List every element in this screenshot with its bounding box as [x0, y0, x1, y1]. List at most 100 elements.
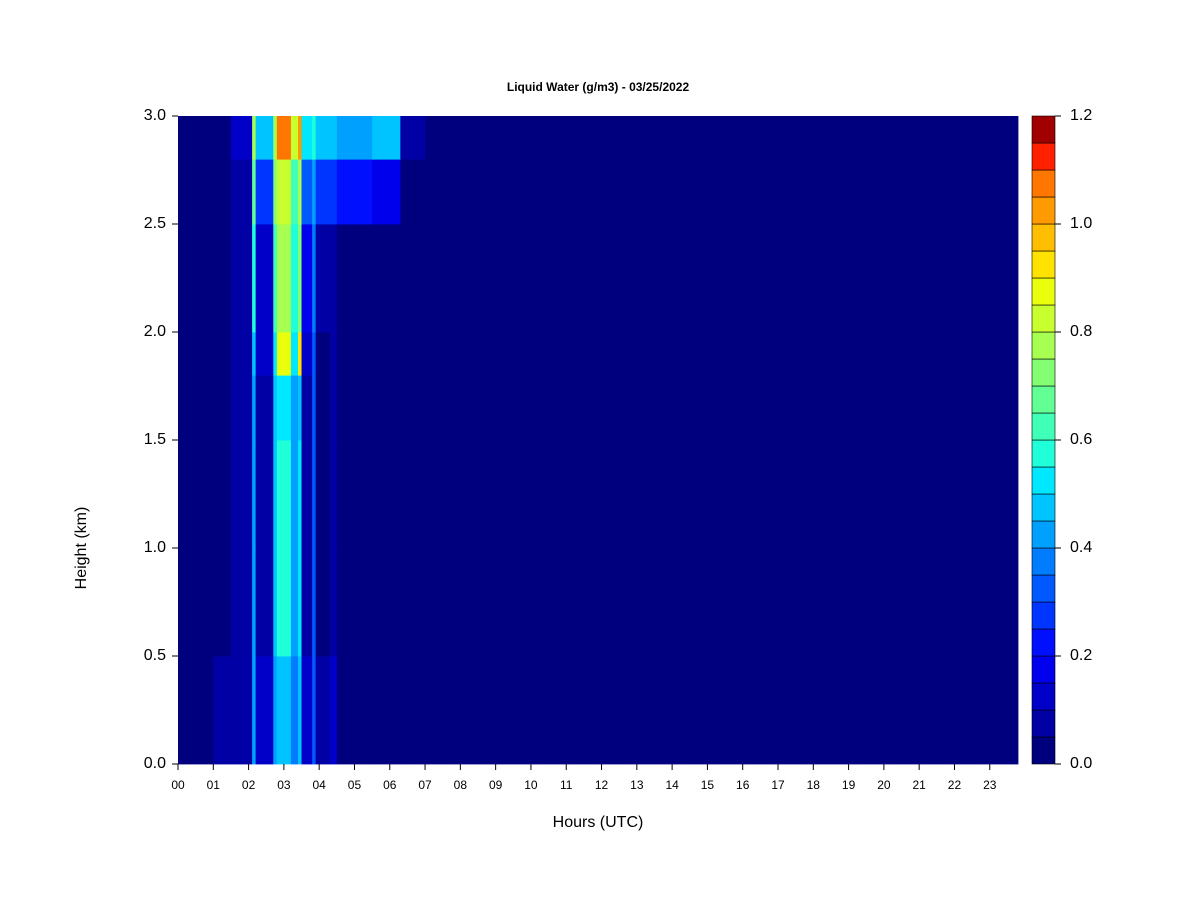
- heat-cell: [315, 332, 331, 376]
- colorbar-block: [1031, 547, 1056, 576]
- heat-cell: [315, 440, 331, 549]
- heat-cell: [213, 224, 232, 333]
- colorbar-block: [1031, 682, 1056, 711]
- heat-cell: [301, 375, 313, 441]
- heat-cell: [178, 224, 214, 333]
- x-axis-label: Hours (UTC): [553, 814, 644, 831]
- x-tick-label: 10: [524, 778, 538, 792]
- heat-cell: [312, 159, 317, 225]
- heat-cell: [252, 375, 257, 441]
- y-tick-label: 2.5: [144, 215, 166, 232]
- colorbar-block: [1031, 142, 1056, 171]
- x-tick-label: 09: [489, 778, 503, 792]
- x-tick-label: 22: [948, 778, 962, 792]
- heat-cell: [400, 159, 426, 225]
- heat-cell: [425, 440, 1019, 549]
- heat-cell: [298, 159, 302, 225]
- heat-cell: [252, 656, 257, 765]
- heat-cell: [301, 159, 313, 225]
- heat-cell: [425, 656, 1019, 765]
- heat-cell: [290, 159, 299, 225]
- colorbar-block: [1031, 709, 1056, 738]
- colorbar-block: [1031, 439, 1056, 468]
- colorbar-block: [1031, 466, 1056, 495]
- heat-cell: [255, 224, 274, 333]
- heat-cell: [276, 375, 292, 441]
- heat-cell: [301, 332, 313, 376]
- heat-cell: [230, 548, 253, 657]
- heat-cell: [290, 548, 299, 657]
- heat-cell: [336, 548, 373, 657]
- heat-cell: [255, 548, 274, 657]
- heat-cell: [230, 159, 253, 225]
- heat-cell: [230, 656, 253, 765]
- heat-cell: [400, 656, 426, 765]
- x-tick-label: 21: [912, 778, 926, 792]
- colorbar-block: [1031, 358, 1056, 387]
- heat-cell: [400, 224, 426, 333]
- heat-cell: [312, 116, 317, 160]
- heat-cell: [273, 116, 278, 160]
- colorbar-tick-label: 1.2: [1070, 107, 1092, 124]
- heat-cell: [290, 440, 299, 549]
- heat-cell: [290, 224, 299, 333]
- heat-cell: [372, 548, 401, 657]
- heat-cell: [178, 656, 214, 765]
- heat-cell: [315, 375, 331, 441]
- heat-cell: [273, 656, 278, 765]
- heat-cell: [255, 440, 274, 549]
- heat-cell: [178, 116, 214, 160]
- heat-cell: [425, 224, 1019, 333]
- heat-cell: [336, 332, 373, 376]
- heat-cell: [252, 440, 257, 549]
- heat-cell: [276, 332, 292, 376]
- heat-cell: [298, 440, 302, 549]
- heat-cell: [252, 159, 257, 225]
- colorbar-tick-label: 0.4: [1070, 539, 1092, 556]
- heat-cell: [329, 656, 338, 765]
- heat-cell: [178, 332, 214, 376]
- heat-cell: [230, 116, 253, 160]
- x-tick-label: 13: [630, 778, 644, 792]
- heat-cell: [273, 159, 278, 225]
- heat-cell: [372, 116, 401, 160]
- x-tick-label: 16: [736, 778, 750, 792]
- heat-cell: [400, 375, 426, 441]
- colorbar-block: [1031, 628, 1056, 657]
- heat-cell: [425, 548, 1019, 657]
- x-tick-label: 04: [312, 778, 326, 792]
- heat-cell: [298, 116, 302, 160]
- heat-cell: [298, 656, 302, 765]
- x-tick-label: 00: [171, 778, 185, 792]
- heat-cell: [372, 440, 401, 549]
- heat-cell: [230, 224, 253, 333]
- colorbar-block: [1031, 493, 1056, 522]
- heat-cell: [298, 375, 302, 441]
- heat-cell: [290, 656, 299, 765]
- heat-cell: [301, 656, 313, 765]
- heat-cell: [425, 375, 1019, 441]
- colorbar-block: [1031, 574, 1056, 603]
- heat-cell: [301, 224, 313, 333]
- heat-cell: [252, 224, 257, 333]
- heat-cell: [213, 116, 232, 160]
- heat-cell: [213, 656, 232, 765]
- heat-cell: [298, 548, 302, 657]
- x-tick-label: 12: [595, 778, 609, 792]
- x-tick-label: 07: [418, 778, 432, 792]
- x-tick-label: 19: [842, 778, 856, 792]
- heat-cell: [312, 332, 317, 376]
- heat-cell: [312, 548, 317, 657]
- colorbar-block: [1031, 115, 1056, 144]
- heat-cell: [276, 159, 292, 225]
- heat-cell: [255, 116, 274, 160]
- heat-cell: [372, 159, 401, 225]
- colorbar-block: [1031, 736, 1056, 765]
- y-axis-label: Height (km): [73, 507, 90, 590]
- x-tick-label: 02: [242, 778, 256, 792]
- heat-cell: [276, 224, 292, 333]
- heat-cell: [336, 440, 373, 549]
- heat-cell: [312, 440, 317, 549]
- heat-cell: [213, 332, 232, 376]
